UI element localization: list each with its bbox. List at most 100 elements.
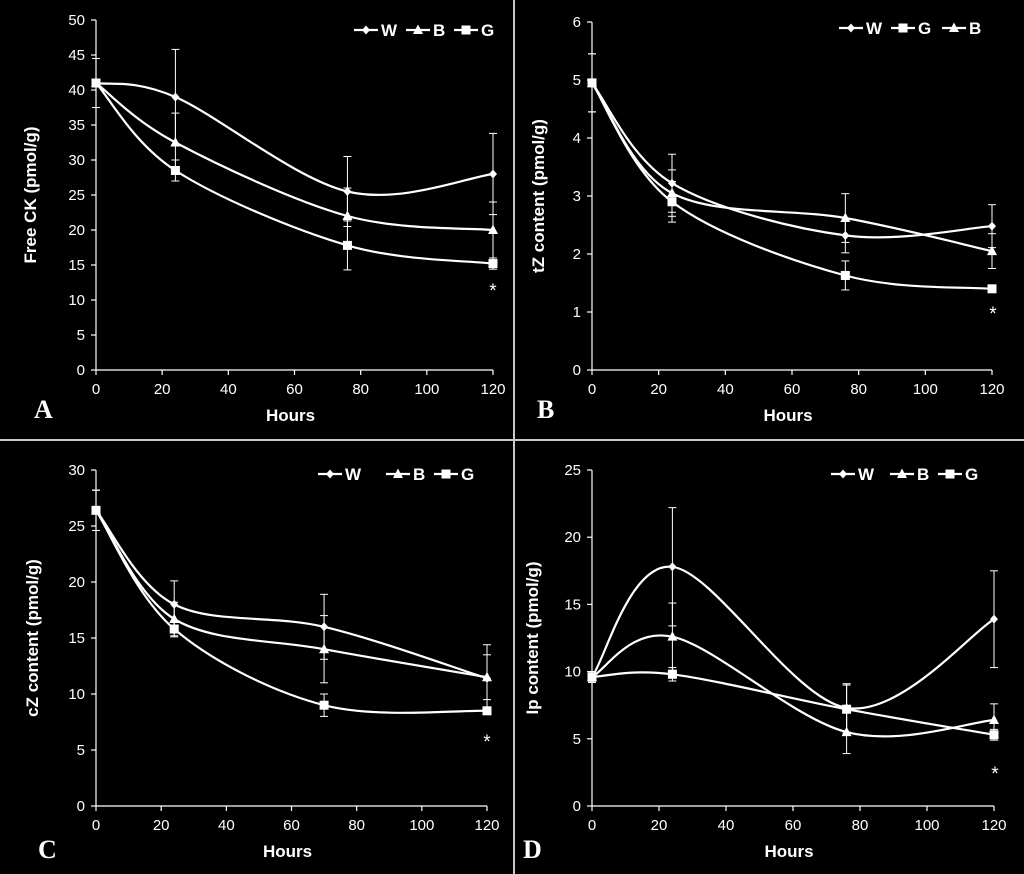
x-tick-label: 80	[852, 817, 869, 834]
series-line	[95, 81, 494, 196]
x-tick-label: 20	[154, 381, 171, 398]
x-tick-label: 0	[588, 381, 596, 398]
data-point	[342, 210, 353, 220]
series-line	[95, 82, 494, 265]
data-point	[171, 92, 180, 102]
significance-asterisk: *	[489, 281, 497, 302]
series-g	[91, 489, 492, 717]
legend-label: B	[433, 21, 445, 40]
series-line	[591, 565, 995, 710]
data-point	[667, 187, 677, 198]
x-tick-label: 20	[153, 817, 170, 834]
data-point	[482, 706, 492, 716]
x-tick-label: 100	[414, 381, 439, 398]
y-tick-label: 50	[68, 12, 85, 29]
series-b	[587, 53, 997, 269]
x-tick-label: 120	[480, 381, 505, 398]
legend-item-g: G	[434, 465, 474, 484]
legend-item-w: W	[318, 465, 362, 484]
y-tick-label: 15	[68, 630, 85, 647]
data-point	[990, 614, 998, 624]
x-tick-label: 60	[785, 817, 802, 834]
y-tick-label: 5	[573, 72, 581, 89]
x-axis-title: Hours	[266, 406, 315, 425]
data-point	[587, 672, 597, 682]
x-tick-label: 80	[348, 817, 365, 834]
y-tick-label: 0	[573, 798, 581, 815]
data-point	[489, 169, 497, 179]
data-point	[319, 700, 329, 710]
series-line	[591, 671, 995, 736]
y-tick-label: 20	[68, 222, 85, 239]
x-tick-label: 100	[913, 381, 938, 398]
x-tick-label: 60	[283, 817, 300, 834]
data-point	[989, 730, 999, 740]
x-tick-label: 0	[588, 817, 596, 834]
y-tick-label: 10	[68, 292, 85, 309]
y-tick-label: 3	[573, 188, 581, 205]
x-tick-label: 60	[784, 381, 801, 398]
y-tick-label: 0	[77, 362, 85, 379]
data-point	[987, 245, 997, 256]
x-tick-label: 40	[220, 381, 237, 398]
legend-marker	[839, 469, 847, 479]
data-point	[488, 224, 498, 234]
data-point	[587, 77, 597, 87]
panel-letter: C	[38, 835, 57, 864]
y-tick-label: 20	[564, 529, 581, 546]
legend-label: G	[965, 465, 978, 484]
x-tick-label: 40	[717, 381, 734, 398]
legend-label: B	[413, 465, 425, 484]
legend-item-b: B	[386, 465, 425, 484]
y-tick-label: 10	[564, 664, 581, 681]
legend-marker	[441, 469, 451, 479]
legend-label: G	[461, 465, 474, 484]
data-point	[342, 240, 352, 250]
y-tick-label: 2	[573, 246, 581, 263]
data-point	[668, 562, 677, 572]
legend-marker	[897, 468, 907, 478]
data-point	[667, 631, 678, 641]
data-point	[482, 671, 492, 682]
chart-panel-c: 0 5 10 15 20 25 30 0 20 40 60 80 100 120 Hours cZ conte…	[23, 462, 500, 864]
data-point	[169, 613, 180, 623]
data-point	[319, 643, 330, 654]
y-tick-label: 45	[68, 47, 85, 64]
panel-letter: D	[523, 835, 542, 864]
y-tick-label: 5	[77, 742, 85, 759]
legend-item-g: G	[891, 19, 931, 38]
legend-item-b: B	[890, 465, 929, 484]
legend-marker	[326, 469, 334, 479]
y-tick-label: 15	[564, 596, 581, 613]
x-tick-label: 120	[981, 817, 1006, 834]
legend-label: W	[866, 19, 883, 38]
legend-label: W	[381, 21, 398, 40]
series-line	[95, 509, 488, 714]
series-line	[95, 82, 494, 232]
legend-label: G	[481, 21, 494, 40]
series-line	[95, 509, 488, 680]
y-tick-label: 20	[68, 574, 85, 591]
legend-label: W	[345, 465, 362, 484]
x-tick-label: 100	[914, 817, 939, 834]
y-axis-title: tZ content (pmol/g)	[529, 119, 548, 273]
legend-label: B	[969, 19, 981, 38]
y-tick-label: 5	[77, 327, 85, 344]
legend-label: B	[917, 465, 929, 484]
legend-marker	[898, 23, 908, 33]
panel-letter: A	[34, 395, 53, 424]
y-tick-label: 5	[573, 731, 581, 748]
series-line	[591, 82, 993, 239]
legend-label: W	[858, 465, 875, 484]
x-axis-title: Hours	[263, 842, 312, 861]
chart-panel-a: 0 5 10 15 20 25 30 35 40 45 50 0 20 40 60 80 100 120 Hours…	[21, 12, 506, 425]
x-tick-label: 0	[92, 817, 100, 834]
data-point	[987, 284, 997, 294]
y-tick-label: 30	[68, 462, 85, 479]
x-tick-label: 20	[651, 817, 668, 834]
x-axis-title: Hours	[764, 842, 813, 861]
data-point	[840, 270, 850, 280]
x-tick-label: 0	[92, 381, 100, 398]
